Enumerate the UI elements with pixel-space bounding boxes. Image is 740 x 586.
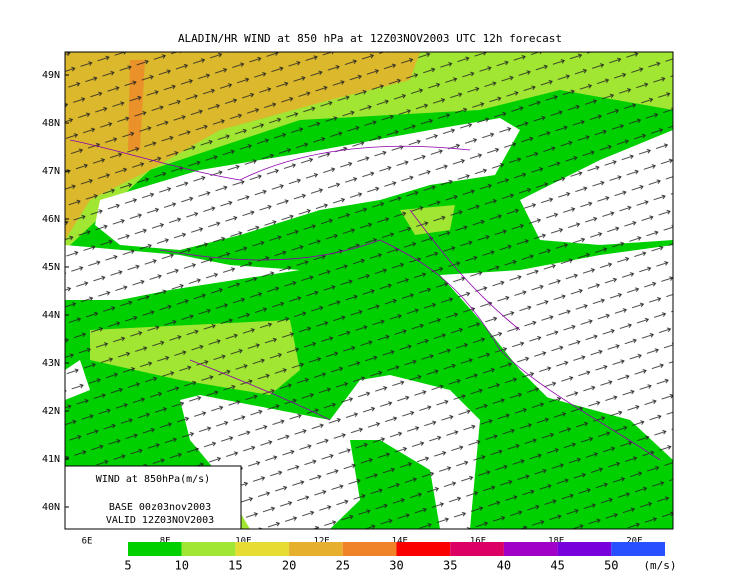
lat-labels: 49N 48N 47N 46N 45N 44N 43N 42N 41N 40N xyxy=(42,70,69,513)
lat-label: 47N xyxy=(42,166,60,177)
lat-label: 40N xyxy=(42,502,60,513)
lon-label: 18E xyxy=(548,537,564,547)
colorbar-swatch xyxy=(181,542,236,556)
map-frame xyxy=(64,51,674,530)
map-title: ALADIN/HR WIND at 850 hPa at 12Z03NOV200… xyxy=(178,32,562,45)
colorbar-label: 45 xyxy=(550,559,564,573)
colorbar-swatch xyxy=(611,542,665,556)
colorbar-label: 40 xyxy=(497,559,511,573)
lon-label: 12E xyxy=(313,537,329,547)
info-text: VALID 12Z03NOV2003 xyxy=(106,515,214,526)
info-box: WIND at 850hPa(m/s) BASE 00z03nov2003 VA… xyxy=(64,465,242,530)
lon-label: 6E xyxy=(82,537,93,547)
lon-labels: 6E 8E 10E 12E 14E 16E 18E 20E xyxy=(82,537,643,547)
lat-label: 46N xyxy=(42,214,60,225)
colorbar-label: 25 xyxy=(336,559,350,573)
colorbar-label: 15 xyxy=(228,559,242,573)
colorbar: 5 10 15 20 25 30 35 40 45 50 (m/s) xyxy=(124,542,677,573)
info-text: BASE 00z03nov2003 xyxy=(109,502,211,513)
wind-arrows xyxy=(65,52,673,529)
lat-label: 41N xyxy=(42,454,60,465)
colorbar-swatch xyxy=(557,542,612,556)
lat-label: 42N xyxy=(42,406,60,417)
colorbar-label: 35 xyxy=(443,559,457,573)
lon-label: 10E xyxy=(235,537,251,547)
lat-label: 43N xyxy=(42,358,60,369)
borders xyxy=(69,139,661,461)
lon-label: 8E xyxy=(160,537,171,547)
info-text: WIND at 850hPa(m/s) xyxy=(96,474,210,485)
colorbar-swatch xyxy=(289,542,343,556)
lon-label: 16E xyxy=(470,537,486,547)
colorbar-label: 30 xyxy=(389,559,403,573)
colorbar-label: 20 xyxy=(282,559,296,573)
colorbar-label: 10 xyxy=(174,559,188,573)
lat-label: 44N xyxy=(42,310,60,321)
lat-label: 49N xyxy=(42,70,60,81)
lat-label: 45N xyxy=(42,262,60,273)
colorbar-label: 50 xyxy=(604,559,618,573)
colorbar-swatch xyxy=(128,542,182,556)
lat-label: 48N xyxy=(42,118,60,129)
colorbar-swatch xyxy=(396,542,451,556)
colorbar-swatch xyxy=(503,542,558,556)
colorbar-swatch xyxy=(342,542,397,556)
info-box-frame xyxy=(64,465,242,530)
colorbar-label: 5 xyxy=(124,559,131,573)
colorbar-unit: (m/s) xyxy=(643,559,676,572)
wind-field xyxy=(65,52,673,529)
lon-label: 20E xyxy=(626,537,642,547)
colorbar-swatch xyxy=(450,542,504,556)
lon-label: 14E xyxy=(392,537,408,547)
colorbar-swatch xyxy=(235,542,290,556)
